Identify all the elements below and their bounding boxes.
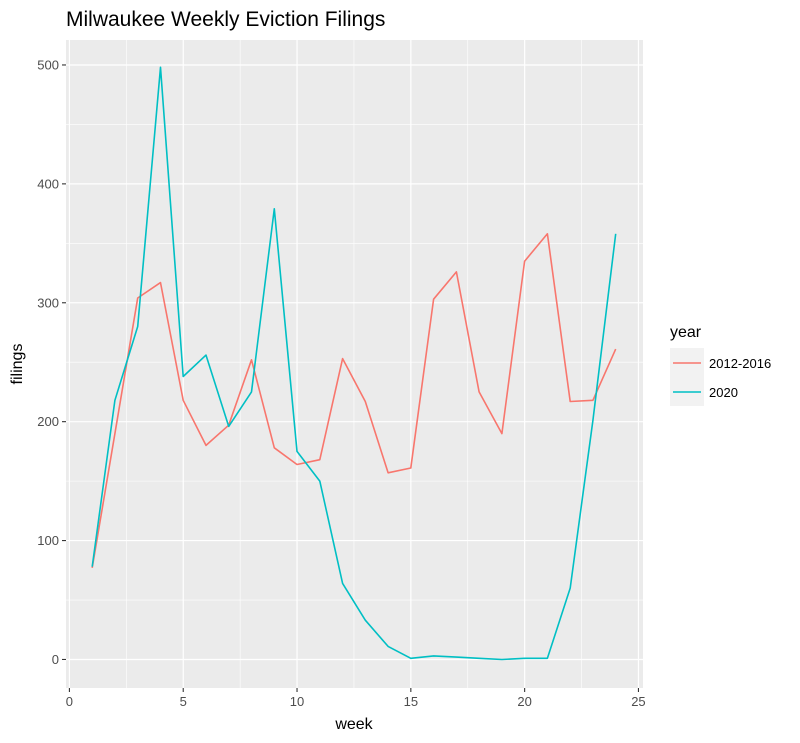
x-tick-label: 15	[404, 694, 418, 709]
legend-label-2012-2016: 2012-2016	[709, 356, 771, 371]
plot-panel	[66, 40, 643, 688]
legend-key-bg	[670, 348, 704, 406]
y-tick-label: 0	[52, 652, 59, 667]
legend: year 2012-2016 2020	[670, 324, 771, 406]
x-axis: 0 5 10 15 20 25	[66, 688, 646, 709]
x-tick-label: 10	[290, 694, 304, 709]
y-tick-label: 500	[37, 57, 59, 72]
chart-title: Milwaukee Weekly Eviction Filings	[66, 8, 385, 31]
data-series	[91, 66, 617, 661]
series-line-2020	[91, 66, 617, 661]
y-axis: 0 100 200 300 400 500	[37, 57, 66, 667]
y-axis-title: filings	[9, 344, 26, 385]
x-axis-title: week	[334, 716, 373, 733]
y-tick-label: 400	[37, 176, 59, 191]
x-tick-label: 25	[631, 694, 645, 709]
major-gridlines	[66, 40, 643, 688]
y-tick-label: 300	[37, 295, 59, 310]
x-tick-label: 5	[180, 694, 187, 709]
minor-gridlines	[66, 40, 643, 688]
x-tick-label: 20	[517, 694, 531, 709]
legend-label-2020: 2020	[709, 385, 738, 400]
legend-title: year	[670, 324, 702, 341]
y-tick-label: 200	[37, 414, 59, 429]
x-tick-label: 0	[66, 694, 73, 709]
series-line-2012-2016	[91, 233, 617, 569]
y-tick-label: 100	[37, 533, 59, 548]
